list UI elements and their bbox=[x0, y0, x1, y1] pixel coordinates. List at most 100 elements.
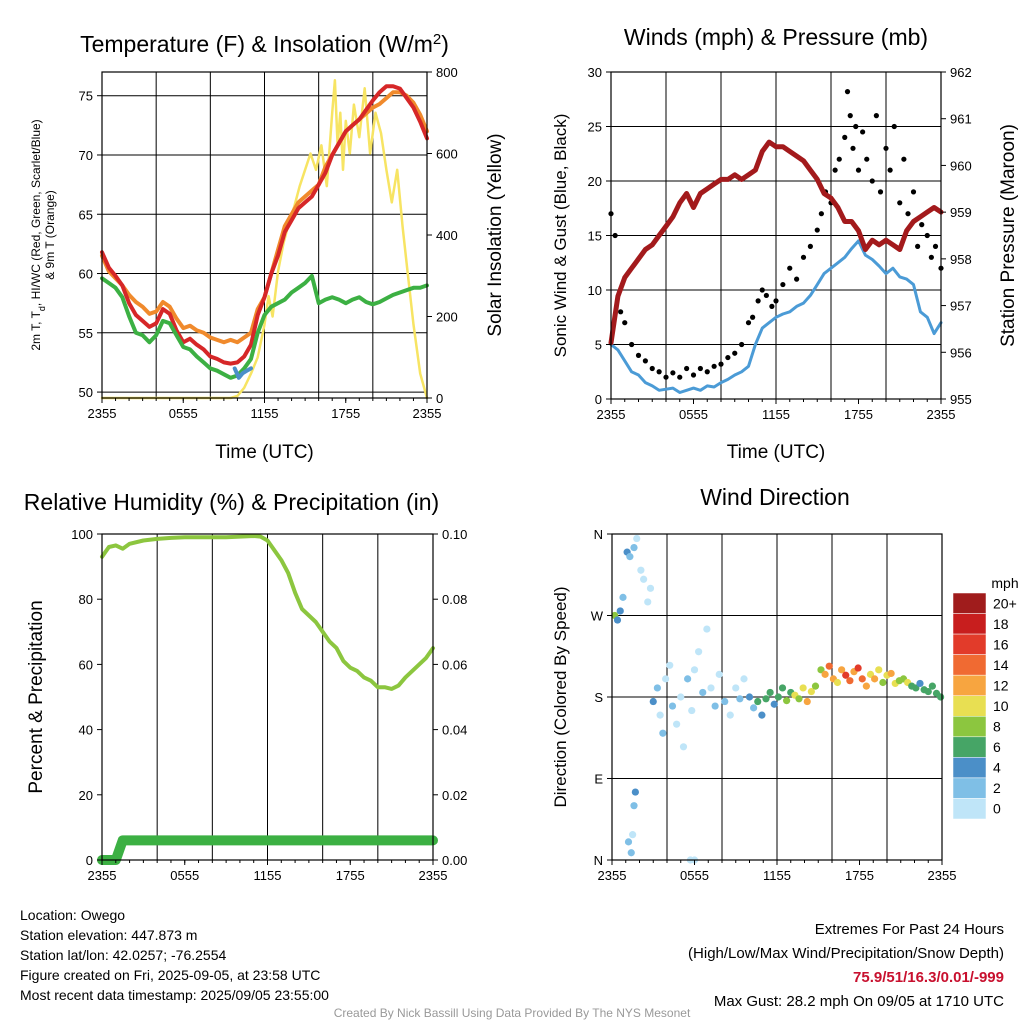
gust-point bbox=[928, 254, 934, 260]
direction-point bbox=[626, 553, 634, 561]
direction-point bbox=[721, 697, 729, 706]
gust-point bbox=[629, 341, 635, 348]
panel-2-y2tick-label: 960 bbox=[950, 158, 972, 173]
direction-point bbox=[774, 693, 782, 701]
temperature-xlabel: Time (UTC) bbox=[215, 442, 314, 463]
panel-3-ytick-label: 80 bbox=[79, 592, 93, 607]
colorbar-cell bbox=[952, 613, 987, 635]
panel-1-y2tick-label: 200 bbox=[436, 310, 458, 325]
colorbar-cell bbox=[952, 716, 987, 738]
panel-3-xtick-label: 1155 bbox=[254, 868, 282, 883]
direction-point bbox=[616, 607, 624, 615]
panel-2-xtick-label: 2355 bbox=[597, 407, 626, 422]
direction-point bbox=[711, 702, 719, 710]
elevation-text: Station elevation: 447.873 m bbox=[20, 927, 198, 943]
location-text: Location: Owego bbox=[20, 907, 126, 923]
gust-point bbox=[711, 363, 717, 369]
direction-point bbox=[633, 534, 641, 543]
colorbar-title: mph bbox=[991, 575, 1018, 591]
direction-point bbox=[649, 697, 657, 706]
direction-point bbox=[736, 695, 744, 703]
panel-2-y2tick-label: 957 bbox=[950, 299, 972, 314]
panel-2-ytick-label: 15 bbox=[588, 229, 602, 244]
gust-point bbox=[919, 222, 925, 228]
gust-point bbox=[759, 287, 765, 293]
gust-point bbox=[718, 361, 724, 367]
gust-point bbox=[704, 369, 710, 375]
gust-point bbox=[887, 167, 893, 173]
panel-1-xtick-label: 0555 bbox=[169, 406, 198, 421]
colorbar-label: 6 bbox=[993, 739, 1001, 755]
gust-point bbox=[905, 211, 911, 217]
panel-2-y2tick-label: 955 bbox=[950, 392, 972, 407]
extremes-legend: (High/Low/Max Wind/Precipitation/Snow De… bbox=[688, 945, 1004, 962]
gust-point bbox=[850, 145, 856, 151]
direction-point bbox=[862, 682, 870, 690]
direction-point bbox=[707, 684, 715, 692]
colorbar-cell bbox=[952, 695, 987, 717]
gust-point bbox=[670, 370, 676, 376]
panel-3-ytick-label: 60 bbox=[79, 657, 93, 672]
panel-2-ytick-label: 30 bbox=[588, 65, 602, 80]
direction-point bbox=[732, 684, 740, 692]
gust-point bbox=[873, 113, 879, 119]
colorbar-label: 8 bbox=[993, 719, 1001, 735]
extremes-values: 75.9/51/16.3/0.01/-999 bbox=[853, 969, 1004, 986]
panel-4-ytick-label: E bbox=[594, 772, 603, 787]
gust-point bbox=[891, 123, 897, 130]
humidity-ylabel: Percent & Precipitation bbox=[26, 600, 47, 793]
panel-2-ytick-label: 20 bbox=[588, 174, 602, 189]
direction-point bbox=[630, 802, 638, 810]
direction-point bbox=[640, 575, 648, 583]
direction-point bbox=[679, 743, 688, 751]
gust-point bbox=[924, 232, 930, 239]
panel-4-ytick-label: S bbox=[594, 690, 603, 705]
gust-point bbox=[745, 320, 752, 326]
direction-point bbox=[811, 682, 820, 690]
gust-point bbox=[787, 265, 793, 271]
colorbar-cell bbox=[952, 633, 987, 655]
panel-1-xtick-label: 2355 bbox=[88, 406, 117, 421]
direction-point bbox=[684, 675, 692, 683]
direction-point bbox=[871, 675, 879, 683]
gust-point bbox=[869, 178, 875, 184]
gust-point bbox=[612, 232, 618, 239]
direction-ylabel: Direction (Colored By Speed) bbox=[551, 586, 570, 807]
panel-4-ytick-label: N bbox=[594, 527, 603, 542]
direction-point bbox=[799, 684, 807, 692]
direction-point bbox=[821, 670, 829, 678]
panel-3-ytick-label: 100 bbox=[71, 527, 93, 542]
panel-3-ytick-label: 0 bbox=[86, 853, 93, 868]
direction-point bbox=[916, 679, 924, 688]
panel-2-ytick-label: 25 bbox=[588, 120, 602, 135]
panel-4-ytick-label: W bbox=[591, 609, 604, 624]
gust-point bbox=[847, 113, 853, 119]
panel-1-ytick-label: 65 bbox=[79, 207, 93, 222]
colorbar-cell bbox=[952, 674, 987, 696]
panel-4-xtick-label: 1755 bbox=[845, 868, 874, 883]
gust-point bbox=[860, 129, 866, 135]
gust-point bbox=[769, 303, 775, 309]
gust-point bbox=[853, 123, 859, 130]
direction-point bbox=[762, 695, 770, 703]
panel-2-ytick-label: 10 bbox=[588, 283, 602, 298]
colorbar-cell bbox=[952, 757, 987, 779]
colorbar-cell bbox=[952, 736, 987, 758]
direction-point bbox=[795, 695, 803, 703]
panel-1-y2tick-label: 600 bbox=[436, 147, 458, 162]
direction-point bbox=[656, 711, 664, 719]
timestamp-text: Most recent data timestamp: 2025/09/05 2… bbox=[20, 987, 329, 1003]
direction-point bbox=[624, 838, 633, 846]
panel-4-xtick-label: 1155 bbox=[763, 868, 791, 883]
wind-series-2 bbox=[608, 139, 944, 346]
gust-point bbox=[855, 167, 862, 173]
extremes-info: Extremes For Past 24 Hours (High/Low/Max… bbox=[688, 918, 1004, 1014]
direction-point bbox=[619, 593, 627, 601]
panel-2-y2tick-label: 959 bbox=[950, 205, 972, 220]
panel-1-y2tick-label: 800 bbox=[436, 65, 458, 80]
latlon-text: Station lat/lon: 42.0257; -76.2554 bbox=[20, 947, 227, 963]
gust-point bbox=[877, 189, 884, 195]
temperature-title: Temperature (F) & Insolation (W/m2) bbox=[80, 31, 449, 58]
extremes-title: Extremes For Past 24 Hours bbox=[814, 921, 1004, 938]
